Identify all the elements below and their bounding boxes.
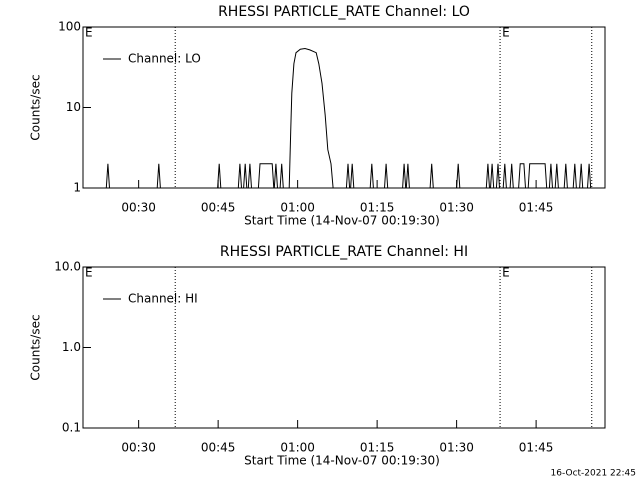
x-tick-label: 00:30 bbox=[121, 441, 156, 455]
y-axis-label: Counts/sec bbox=[29, 74, 43, 140]
x-tick-label: 00:45 bbox=[201, 201, 236, 215]
y-tick-label: 0.1 bbox=[62, 421, 81, 435]
x-tick-label: 01:15 bbox=[360, 201, 395, 215]
x-tick-label: 01:00 bbox=[280, 201, 315, 215]
timestamp: 16-Oct-2021 22:45 bbox=[551, 469, 636, 479]
x-tick-label: 01:30 bbox=[439, 441, 474, 455]
y-tick-label: 1.0 bbox=[62, 340, 81, 354]
x-tick-label: 01:45 bbox=[519, 441, 554, 455]
chart-title: RHESSI PARTICLE_RATE Channel: LO bbox=[218, 4, 470, 20]
y-axis-label: Counts/sec bbox=[29, 314, 43, 380]
event-marker: E bbox=[85, 26, 93, 40]
chart-title: RHESSI PARTICLE_RATE Channel: HI bbox=[220, 244, 468, 260]
x-axis-label: Start Time (14-Nov-07 00:19:30) bbox=[244, 454, 440, 468]
x-tick-label: 00:30 bbox=[121, 201, 156, 215]
data-line bbox=[83, 47, 603, 189]
x-tick-label: 01:45 bbox=[519, 201, 554, 215]
x-tick-label: 01:30 bbox=[439, 201, 474, 215]
x-tick-label: 00:45 bbox=[201, 441, 236, 455]
y-tick-label: 10.0 bbox=[54, 260, 81, 274]
legend-label: Channel: LO bbox=[128, 52, 201, 66]
x-axis-label: Start Time (14-Nov-07 00:19:30) bbox=[244, 214, 440, 228]
legend-label: Channel: HI bbox=[128, 292, 198, 306]
event-marker: E bbox=[502, 26, 510, 40]
event-marker: E bbox=[502, 266, 510, 280]
event-marker: E bbox=[85, 266, 93, 280]
x-tick-label: 01:15 bbox=[360, 441, 395, 455]
y-tick-label: 100 bbox=[58, 20, 81, 34]
y-tick-label: 1 bbox=[73, 181, 81, 195]
x-tick-label: 01:00 bbox=[280, 441, 315, 455]
y-tick-label: 10 bbox=[66, 100, 81, 114]
